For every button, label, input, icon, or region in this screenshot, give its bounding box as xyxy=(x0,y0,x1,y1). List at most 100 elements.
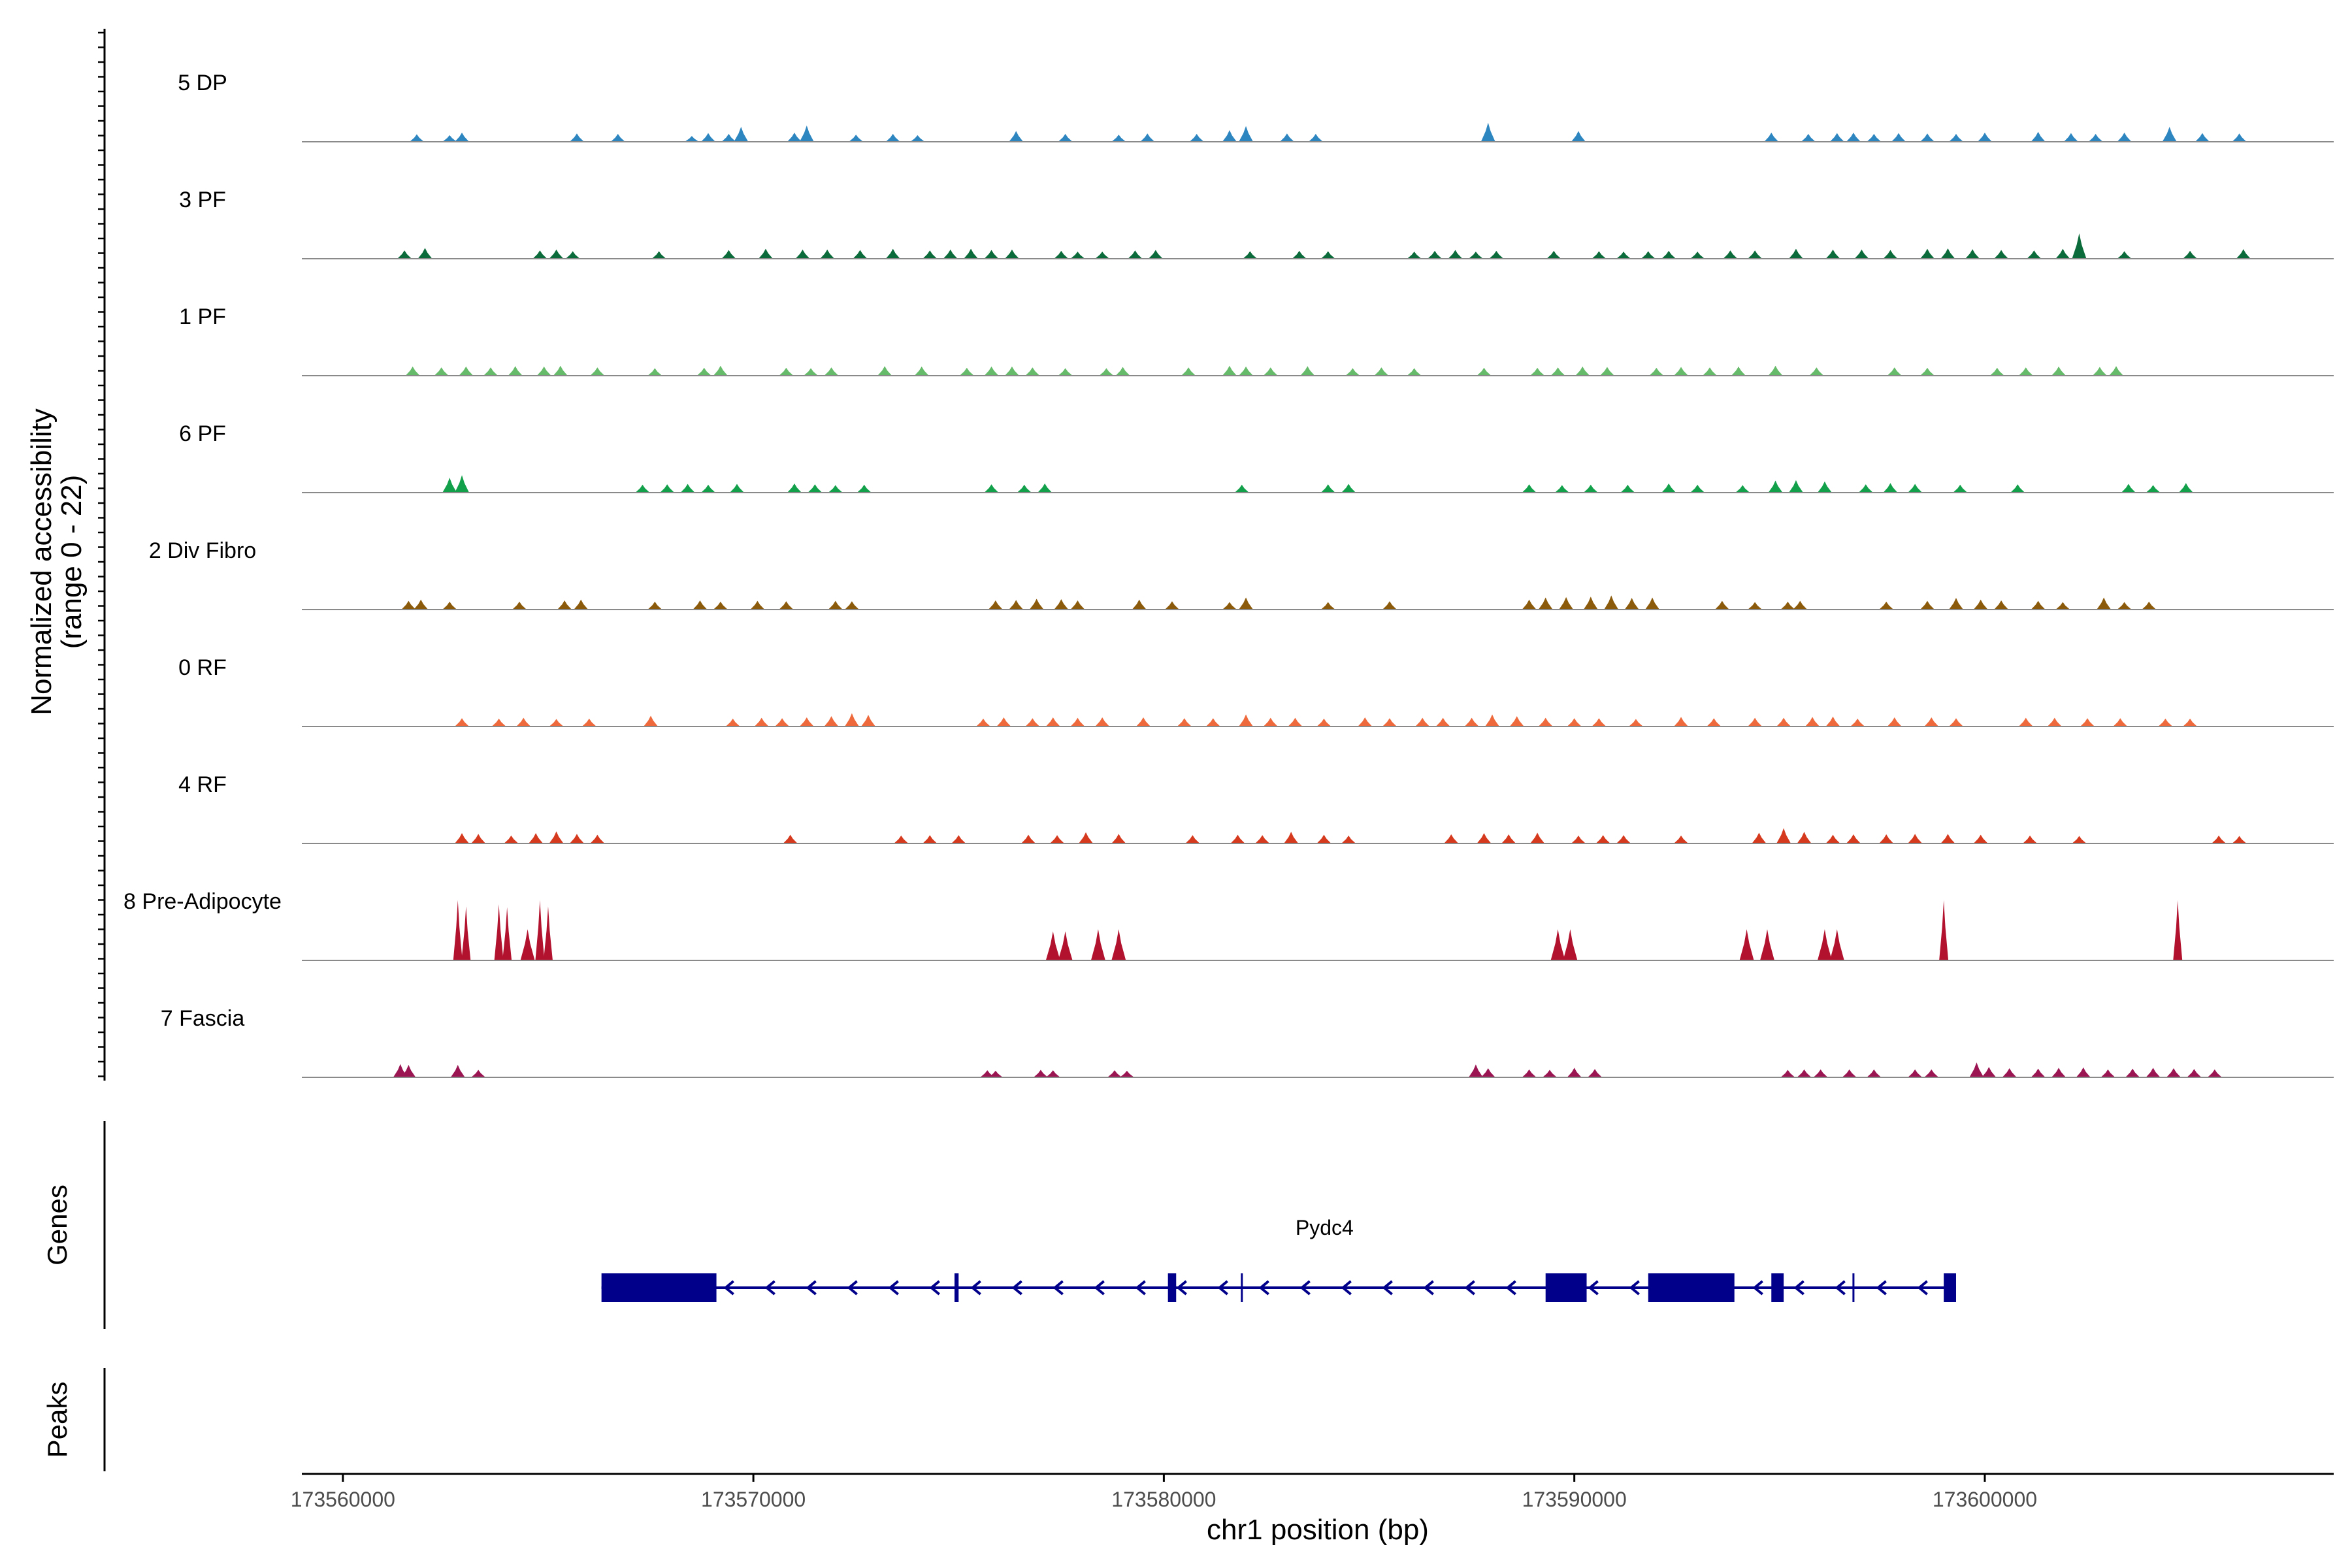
coverage-tracks: 5 DP 3 PF 1 PF 6 PF 2 Div Fibro 0 RF 4 RF 8 Pre… xyxy=(123,71,2334,1078)
coverage-peak xyxy=(1263,717,1278,727)
strand-arrow xyxy=(1629,1280,1640,1296)
coverage-peak xyxy=(414,599,429,610)
coverage-peak xyxy=(1752,832,1767,843)
coverage-peak xyxy=(1222,365,1237,376)
coverage-peak xyxy=(734,127,749,142)
coverage-peak xyxy=(1604,595,1619,610)
coverage-peak xyxy=(1095,252,1110,259)
coverage-peak xyxy=(754,717,769,727)
coverage-peak xyxy=(442,601,457,610)
coverage-peak xyxy=(1887,717,1902,727)
coverage-peak xyxy=(984,484,999,493)
coverage-peak xyxy=(1867,1069,1882,1077)
coverage-peak xyxy=(1300,366,1315,376)
coverage-peak xyxy=(885,133,900,142)
coverage-peak xyxy=(405,367,420,376)
coverage-peak xyxy=(1817,481,1832,493)
strand-arrow xyxy=(1258,1280,1269,1296)
coverage-peak xyxy=(2031,1068,2046,1077)
coverage-peak xyxy=(635,484,650,493)
coverage-peak xyxy=(557,600,572,610)
track-1-pf: 1 PF xyxy=(179,304,2334,376)
coverage-peak xyxy=(2146,1068,2161,1077)
coverage-peak xyxy=(1776,717,1791,727)
coverage-peak xyxy=(2232,133,2247,142)
coverage-peak xyxy=(1550,929,1565,960)
coverage-peak xyxy=(417,248,433,259)
coverage-peak xyxy=(1973,834,1988,843)
coverage-peak xyxy=(1879,601,1894,610)
coverage-peak xyxy=(1780,601,1795,610)
coverage-peak xyxy=(1550,367,1565,376)
coverage-peak xyxy=(1846,834,1861,843)
coverage-peak xyxy=(1230,834,1245,843)
coverage-peak xyxy=(725,718,740,727)
strand-arrow xyxy=(1588,1280,1599,1296)
coverage-peak xyxy=(2088,133,2103,142)
coverage-peak xyxy=(1358,717,1373,727)
coverage-peak xyxy=(1132,599,1147,610)
coverage-peak xyxy=(2236,249,2251,259)
coverage-peak xyxy=(1148,250,1163,259)
coverage-peak xyxy=(1748,602,1763,610)
coverage-peak xyxy=(1501,834,1516,843)
coverage-peak xyxy=(1415,717,1430,727)
coverage-peak xyxy=(660,484,675,493)
coverage-peak xyxy=(549,250,564,259)
coverage-peak xyxy=(775,718,790,727)
coverage-peak xyxy=(2072,836,2087,843)
coverage-peak xyxy=(1004,250,1019,259)
coverage-peak xyxy=(2187,1069,2202,1077)
strand-arrow xyxy=(1341,1280,1352,1296)
coverage-peak xyxy=(1029,598,1044,610)
coverage-peak xyxy=(795,250,810,259)
coverage-peak xyxy=(1707,718,1722,727)
coverage-peak xyxy=(401,1064,416,1077)
coverage-peak xyxy=(1522,599,1537,610)
coverage-peak xyxy=(828,485,843,493)
coverage-peak xyxy=(1948,598,1963,610)
strand-arrow xyxy=(1835,1280,1846,1296)
coverage-peak xyxy=(1538,597,1553,610)
coverage-peak xyxy=(1530,367,1545,376)
coverage-peak xyxy=(494,904,504,960)
strand-arrow xyxy=(1505,1280,1516,1296)
coverage-peak xyxy=(1661,250,1676,259)
coverage-peak xyxy=(750,600,765,610)
coverage-peak xyxy=(1846,133,1861,142)
coverage-peak xyxy=(1279,133,1294,142)
track-4-rf: 4 RF xyxy=(178,772,2334,844)
coverage-peak xyxy=(758,248,773,259)
coverage-peak xyxy=(1239,367,1254,376)
coverage-peak xyxy=(1723,250,1738,259)
coverage-peak xyxy=(553,365,568,376)
coverage-peak xyxy=(549,719,564,727)
coverage-peak xyxy=(2125,1068,2140,1077)
coverage-peak xyxy=(1341,483,1356,493)
coverage-peak xyxy=(2183,250,2198,259)
strand-arrow xyxy=(970,1280,981,1296)
coverage-peak xyxy=(2109,366,2124,376)
coverage-peak xyxy=(651,251,666,259)
coverage-peak xyxy=(2195,133,2210,142)
coverage-peak xyxy=(2055,248,2070,259)
coverage-peak xyxy=(1554,485,1569,493)
coverage-peak xyxy=(885,248,900,259)
coverage-peak xyxy=(1690,484,1705,493)
coverage-y-axis-ticks xyxy=(98,31,105,1077)
coverage-peak xyxy=(721,133,736,142)
coverage-peak xyxy=(1825,250,1840,259)
coverage-peak xyxy=(1320,251,1335,259)
coverage-peak xyxy=(1189,133,1204,142)
coverage-peak xyxy=(1920,600,1935,610)
coverage-peak xyxy=(1025,718,1040,727)
coverage-peak xyxy=(2097,597,2112,610)
coverage-peak xyxy=(721,250,736,259)
coverage-peak xyxy=(2023,835,2038,843)
track-3-pf: 3 PF xyxy=(179,188,2334,259)
coverage-peak xyxy=(1522,484,1537,493)
coverage-peak xyxy=(1090,929,1105,960)
strand-arrow xyxy=(1793,1280,1805,1296)
coverage-peak xyxy=(1780,1070,1795,1077)
coverage-peak xyxy=(1099,368,1114,376)
